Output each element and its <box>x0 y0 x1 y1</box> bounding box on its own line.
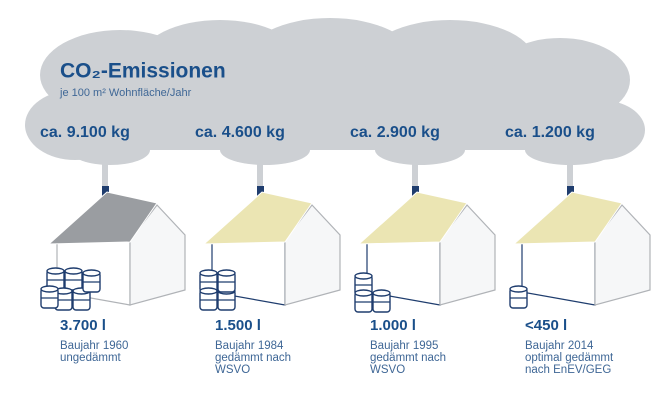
oil-amount: 1.500 l <box>215 317 261 334</box>
description: Baujahr 2014 <box>525 340 594 352</box>
barrel-top <box>355 273 372 279</box>
barrel-top <box>200 288 217 294</box>
emission: ca. 9.100 kg <box>40 124 130 141</box>
smoke <box>567 150 573 188</box>
description: optimal gedämmt <box>525 352 614 364</box>
barrel-top <box>47 268 64 274</box>
description: Baujahr 1995 <box>370 340 438 352</box>
smoke <box>257 150 263 188</box>
smoke <box>412 150 418 188</box>
description: WSVO <box>370 364 405 376</box>
description: Baujahr 1960 <box>60 340 128 352</box>
barrel-top <box>200 270 217 276</box>
description: WSVO <box>215 364 250 376</box>
description: gedämmt nach <box>370 352 446 364</box>
oil-amount: <450 l <box>525 317 567 334</box>
description: Baujahr 1984 <box>215 340 284 352</box>
title: CO₂-Emissionen <box>60 60 226 83</box>
description: gedämmt nach <box>215 352 291 364</box>
barrel-top <box>373 290 390 296</box>
barrel-top <box>41 286 58 292</box>
description: nach EnEV/GEG <box>525 364 611 376</box>
oil-amount: 1.000 l <box>370 317 416 334</box>
barrel-top <box>218 270 235 276</box>
subtitle: je 100 m² Wohnfläche/Jahr <box>59 87 192 99</box>
barrel-top <box>65 268 82 274</box>
oil-amount: 3.700 l <box>60 317 106 334</box>
description: ungedämmt <box>60 352 122 364</box>
infographic: CO₂-Emissionen je 100 m² Wohnfläche/Jahr… <box>0 0 653 406</box>
left-wall <box>522 240 595 305</box>
smoke <box>102 150 108 188</box>
barrel-top <box>510 286 527 292</box>
emission: ca. 1.200 kg <box>505 124 595 141</box>
emission: ca. 4.600 kg <box>195 124 285 141</box>
barrel-top <box>83 270 100 276</box>
emission: ca. 2.900 kg <box>350 124 440 141</box>
barrel-top <box>355 290 372 296</box>
